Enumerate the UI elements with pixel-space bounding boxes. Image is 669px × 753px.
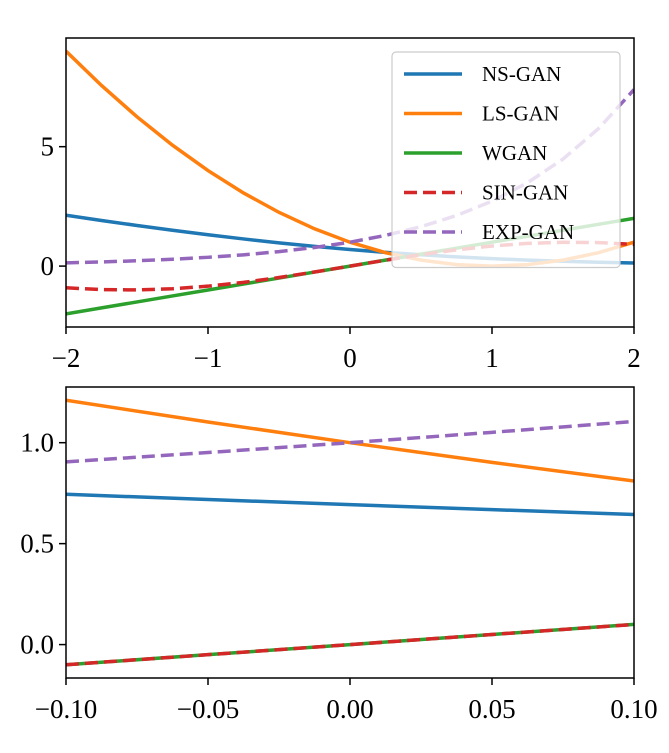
axes-frame <box>65 386 635 679</box>
legend-label: SIN-GAN <box>482 181 568 205</box>
x-tick-label: −0.05 <box>177 694 239 724</box>
x-tick-label: −0.10 <box>35 694 97 724</box>
x-tick-label: −1 <box>194 343 223 373</box>
legend-label: WGAN <box>482 141 547 165</box>
y-tick-label: 0.5 <box>20 529 54 559</box>
legend-label: LS-GAN <box>482 102 559 126</box>
y-tick-label: 5 <box>41 132 55 162</box>
y-tick-label: 0.0 <box>20 630 54 660</box>
y-tick-label: 0 <box>41 251 55 281</box>
x-tick-label: 1 <box>485 343 499 373</box>
x-tick-label: 2 <box>627 343 641 373</box>
x-tick-label: 0.10 <box>610 694 657 724</box>
legend-label: EXP-GAN <box>482 220 574 244</box>
series-line <box>66 622 634 667</box>
legend-box <box>391 51 621 269</box>
series-line <box>66 398 634 483</box>
series-line <box>66 492 634 517</box>
legend-label: NS-GAN <box>482 62 561 86</box>
y-tick-label: 1.0 <box>20 428 54 458</box>
x-tick-label: −2 <box>52 343 81 373</box>
legend: NS-GAN LS-GAN WGAN SIN-GAN EXP-GAN <box>391 51 621 269</box>
x-tick-label: 0 <box>343 343 357 373</box>
subplot: −0.10 −0.05 0.00 0.05 0.10 0.0 0.5 1.0 <box>20 386 658 724</box>
subplot: −2 −1 0 1 2 0 5 NS-GAN LS-GAN WGAN SIN-GAN EXP-GAN <box>41 37 641 373</box>
x-tick-label: 0.05 <box>468 694 515 724</box>
x-tick-label: 0.00 <box>326 694 373 724</box>
